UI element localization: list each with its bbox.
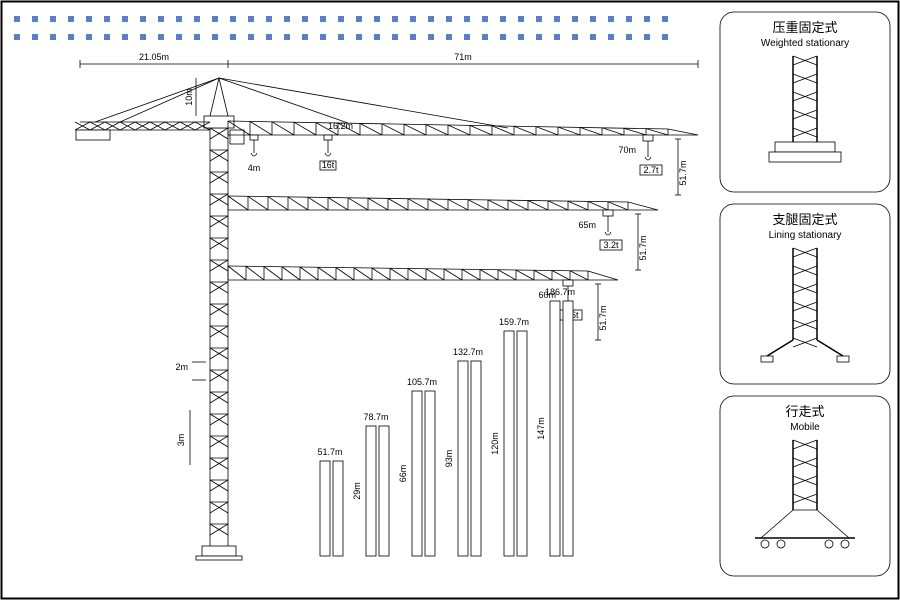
panel-title-cn-2: 行走式 bbox=[785, 404, 824, 419]
svg-text:147m: 147m bbox=[536, 417, 546, 440]
svg-text:10m: 10m bbox=[184, 88, 194, 106]
svg-text:65m: 65m bbox=[578, 220, 596, 230]
svg-text:51.7m: 51.7m bbox=[598, 305, 608, 330]
svg-text:2m: 2m bbox=[175, 362, 188, 372]
panel-title-cn-0: 压重固定式 bbox=[772, 20, 837, 35]
svg-text:132.7m: 132.7m bbox=[453, 347, 483, 357]
panel-title-en-2: Mobile bbox=[790, 422, 820, 433]
panel-title-en-0: Weighted stationary bbox=[761, 38, 849, 49]
svg-text:51.7m: 51.7m bbox=[638, 235, 648, 260]
svg-text:3.2t: 3.2t bbox=[603, 240, 619, 250]
svg-text:78.7m: 78.7m bbox=[363, 412, 388, 422]
svg-text:93m: 93m bbox=[444, 450, 454, 468]
svg-text:120m: 120m bbox=[490, 432, 500, 455]
svg-text:16t: 16t bbox=[322, 160, 335, 170]
svg-text:66m: 66m bbox=[398, 465, 408, 483]
svg-text:71m: 71m bbox=[454, 52, 472, 62]
panel-title-cn-1: 支腿固定式 bbox=[772, 212, 837, 227]
svg-text:29m: 29m bbox=[352, 482, 362, 500]
svg-text:70m: 70m bbox=[618, 145, 636, 155]
svg-text:3m: 3m bbox=[176, 434, 186, 447]
svg-text:105.7m: 105.7m bbox=[407, 377, 437, 387]
svg-text:21.05m: 21.05m bbox=[139, 52, 169, 62]
svg-text:51.7m: 51.7m bbox=[317, 447, 342, 457]
svg-text:51.7m: 51.7m bbox=[678, 160, 688, 185]
svg-text:186.7m: 186.7m bbox=[545, 287, 575, 297]
svg-text:159.7m: 159.7m bbox=[499, 317, 529, 327]
svg-text:4m: 4m bbox=[248, 163, 261, 173]
svg-text:2.7t: 2.7t bbox=[643, 165, 659, 175]
panel-title-en-1: Lining stationary bbox=[769, 230, 842, 241]
svg-text:16.2m: 16.2m bbox=[328, 121, 353, 131]
